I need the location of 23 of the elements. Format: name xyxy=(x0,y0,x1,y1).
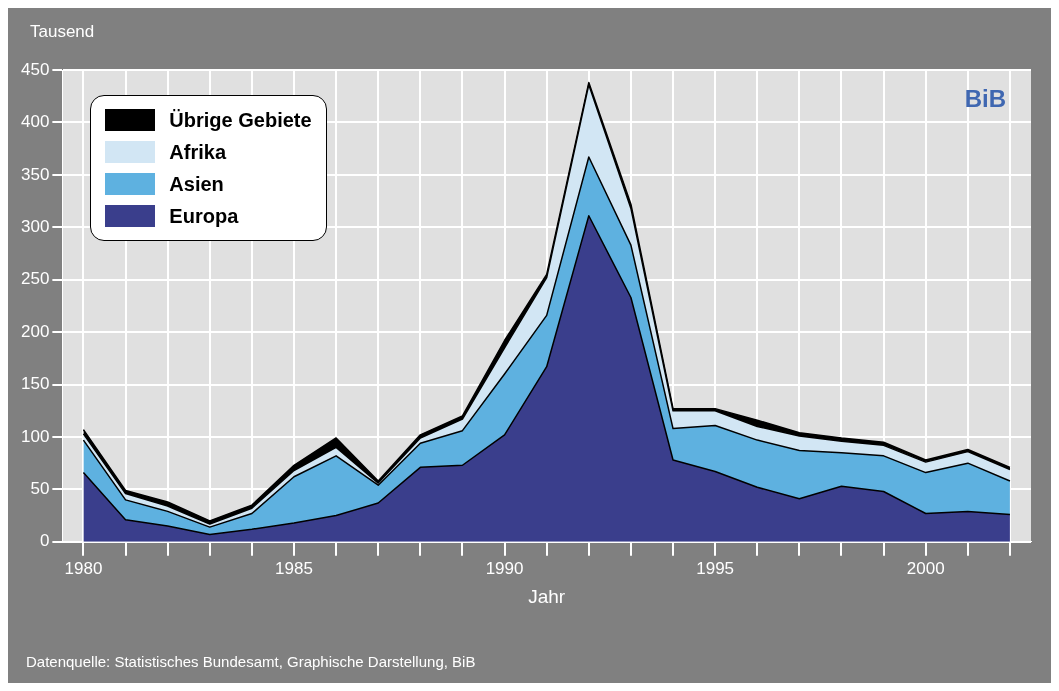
text: Datenquelle: Statistisches Bundesamt, Graphische Darstellung, BiB xyxy=(26,653,476,670)
x-tick-label: 1995 xyxy=(696,558,735,578)
legend-label: Europa xyxy=(169,204,239,228)
x-tick-label: 1980 xyxy=(64,558,103,578)
y-tick-label: 0 xyxy=(39,531,50,551)
x-tick-label: 2000 xyxy=(906,558,945,578)
y-axis-title: Tausend xyxy=(30,22,95,42)
y-tick-label: 400 xyxy=(20,112,50,132)
legend-label: Asien xyxy=(169,172,224,196)
y-tick-label: 100 xyxy=(20,426,50,446)
annotation: BiB xyxy=(964,85,1006,113)
y-tick-label: 300 xyxy=(20,216,50,236)
legend-label: Afrika xyxy=(169,140,227,164)
x-tick-label: 1985 xyxy=(275,558,313,578)
y-tick-label: 450 xyxy=(20,59,50,79)
y-tick-label: 150 xyxy=(20,374,50,394)
y-tick-label: 200 xyxy=(20,321,50,341)
y-tick-label: 350 xyxy=(20,164,50,184)
y-tick-label: 50 xyxy=(30,479,50,499)
x-axis-title: Jahr xyxy=(528,585,566,607)
legend-label: Übrige Gebiete xyxy=(169,108,312,132)
x-tick-label: 1990 xyxy=(485,558,524,578)
y-tick-label: 250 xyxy=(20,269,50,289)
